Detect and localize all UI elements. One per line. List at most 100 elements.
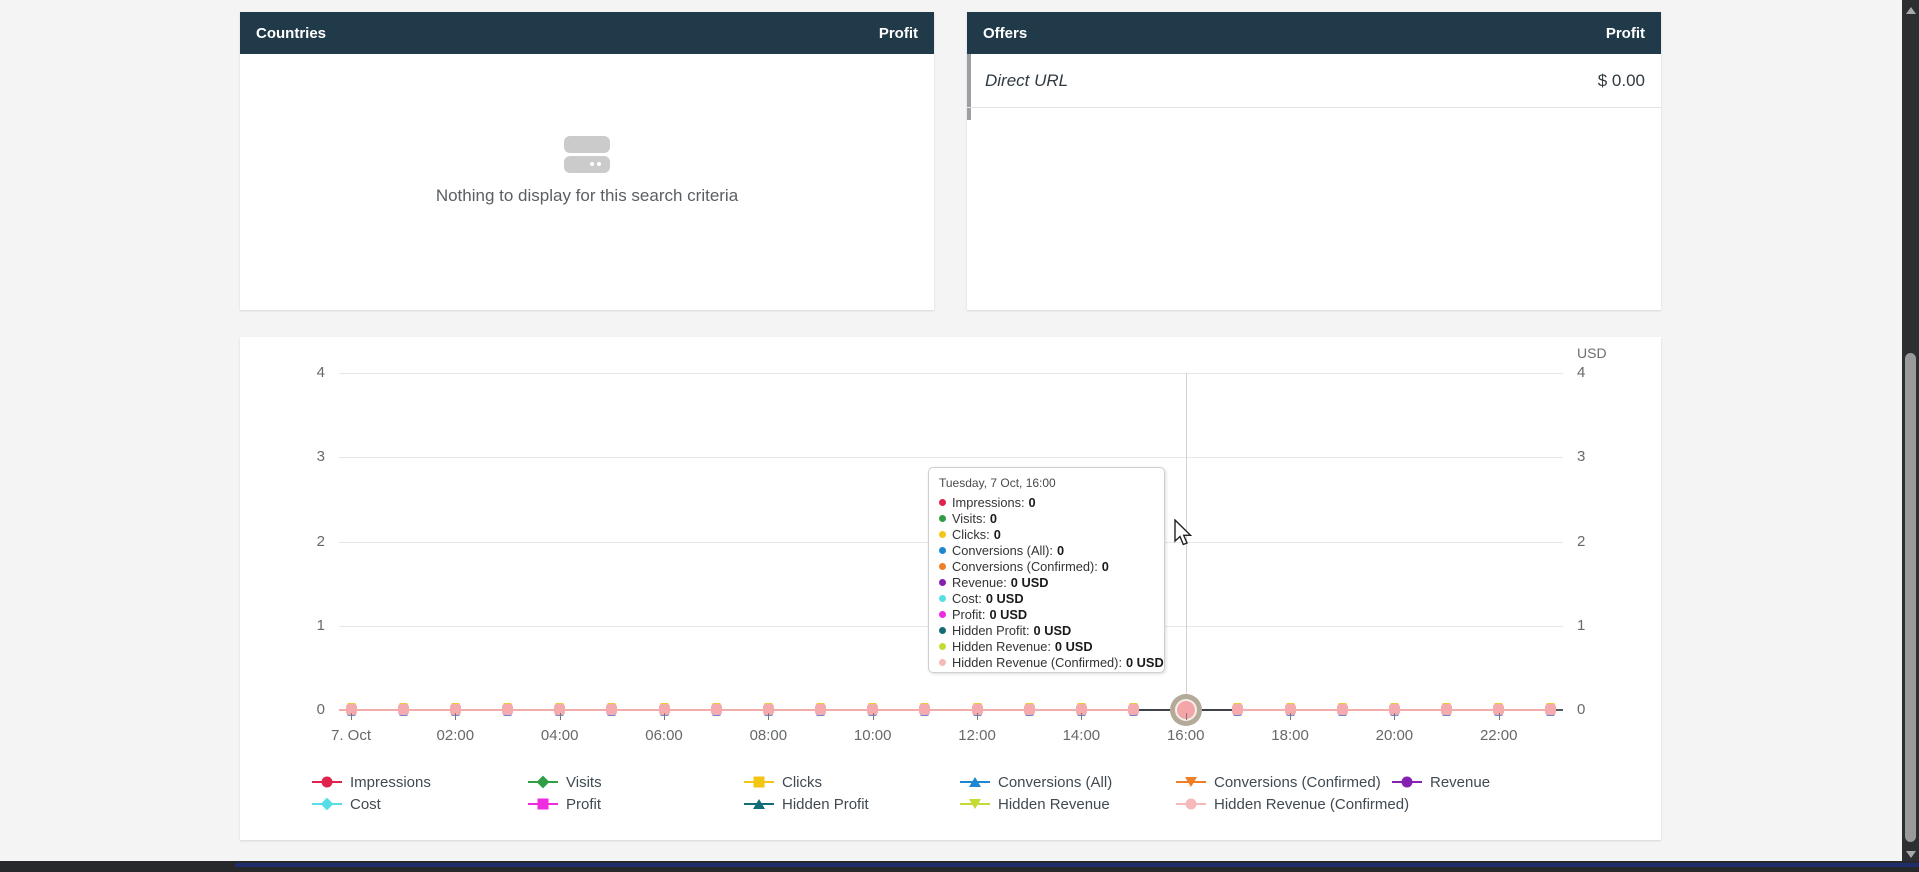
legend-item-visits[interactable]: Visits <box>528 773 602 791</box>
data-point-marker[interactable] <box>1284 704 1296 715</box>
data-point-marker[interactable] <box>762 704 774 715</box>
x-axis-tick <box>1394 713 1396 720</box>
data-point-marker[interactable] <box>449 704 461 715</box>
offer-row[interactable]: Direct URL $ 0.00 <box>967 54 1661 108</box>
data-point-marker[interactable] <box>1545 704 1557 715</box>
legend-label: Profit <box>566 795 602 813</box>
legend-label: Visits <box>566 773 602 791</box>
data-point-marker[interactable] <box>1441 704 1453 715</box>
x-axis-tick <box>1498 713 1500 720</box>
data-point-marker[interactable] <box>1232 704 1244 715</box>
data-point-marker[interactable] <box>710 704 722 715</box>
offers-panel-title: Offers <box>983 24 1028 42</box>
series-color-dot <box>939 595 946 603</box>
legend-label: Hidden Profit <box>782 795 869 813</box>
tooltip-item-label: Clicks: <box>952 526 990 542</box>
data-point-marker[interactable] <box>971 704 983 715</box>
tooltip-title: Tuesday, 7 Oct, 16:00 <box>939 476 1056 490</box>
mouse-cursor <box>1174 519 1193 546</box>
legend-item-revenue[interactable]: Revenue <box>1392 773 1490 791</box>
data-point-marker[interactable] <box>867 704 879 715</box>
legend-item-clicks[interactable]: Clicks <box>744 773 822 791</box>
x-axis-tick <box>1081 713 1083 720</box>
tooltip-item-label: Profit: <box>952 607 986 623</box>
offers-panel: Offers Profit Direct URL $ 0.00 <box>967 12 1661 310</box>
data-point-marker[interactable] <box>1493 704 1505 715</box>
legend-item-hidden-profit[interactable]: Hidden Profit <box>744 795 869 813</box>
x-axis-tick <box>872 713 874 720</box>
legend-symbol <box>528 775 558 789</box>
scrollbar-thumb[interactable] <box>1905 353 1916 842</box>
diamond-marker-icon <box>536 775 550 789</box>
tooltip-item-hidden-profit: Hidden Profit: 0 USD <box>939 623 1154 639</box>
offers-profit-column-header: Profit <box>1605 24 1645 42</box>
circle-marker-icon <box>321 776 333 788</box>
data-point-marker[interactable] <box>606 704 618 715</box>
tooltip-item-impressions: Impressions: 0 <box>939 494 1154 510</box>
series-color-dot <box>939 546 946 554</box>
data-point-marker[interactable] <box>919 704 931 715</box>
vertical-scrollbar[interactable] <box>1902 0 1919 872</box>
data-point-marker[interactable] <box>1075 704 1087 715</box>
y-axis-label-left: 0 <box>316 701 325 718</box>
data-point-marker[interactable] <box>1388 704 1400 715</box>
offer-name[interactable]: Direct URL <box>985 70 1069 90</box>
data-point-marker[interactable] <box>815 704 827 715</box>
x-axis-label: 08:00 <box>749 727 788 744</box>
tooltip-item-value: 0 USD <box>1010 575 1049 591</box>
legend-symbol <box>744 775 774 789</box>
x-axis-tick <box>455 713 457 720</box>
triangle-up-marker-icon <box>969 777 981 787</box>
legend-item-impressions[interactable]: Impressions <box>312 773 431 791</box>
empty-data-icon <box>564 136 610 173</box>
tooltip-item-value: 0 USD <box>1033 623 1072 639</box>
tooltip-item-profit: Profit: 0 USD <box>939 607 1154 623</box>
x-axis-label: 12:00 <box>958 727 996 744</box>
x-axis-tick <box>351 713 352 720</box>
tooltip-item-label: Visits: <box>952 510 986 526</box>
legend-item-conversions-confirmed[interactable]: Conversions (Confirmed) <box>1176 773 1381 791</box>
data-point-marker[interactable] <box>1336 704 1348 715</box>
scroll-up-arrow-icon[interactable] <box>1906 7 1916 14</box>
tooltip-items: Impressions: 0 Visits: 0 Clicks: 0 Conversions… <box>939 494 1164 671</box>
x-axis-label: 10:00 <box>853 727 892 744</box>
legend-item-cost[interactable]: Cost <box>312 795 381 813</box>
legend-symbol <box>960 797 990 811</box>
legend-item-conversions-all[interactable]: Conversions (All) <box>960 773 1112 791</box>
data-point-marker[interactable] <box>658 704 670 715</box>
x-axis-label: 14:00 <box>1062 727 1101 744</box>
hovered-point-halo <box>1169 694 1202 726</box>
series-color-dot <box>939 530 946 538</box>
data-point-marker[interactable] <box>397 704 409 715</box>
data-point-marker[interactable] <box>502 704 513 715</box>
x-axis-label: 02:00 <box>436 727 475 744</box>
legend-symbol <box>960 775 990 789</box>
offers-row-accent-bar <box>967 54 971 120</box>
data-point-marker[interactable] <box>345 704 357 715</box>
chart-tooltip: Tuesday, 7 Oct, 16:00 Impressions: 0 Visit… <box>928 467 1165 673</box>
tooltip-item-label: Hidden Revenue (Confirmed): <box>952 655 1122 671</box>
tooltip-item-label: Revenue: <box>952 575 1007 591</box>
empty-state-message: Nothing to display for this search crite… <box>435 186 739 205</box>
series-color-dot <box>939 498 946 506</box>
y-axis-label-left: 4 <box>316 364 325 381</box>
legend-item-profit[interactable]: Profit <box>528 795 601 813</box>
tooltip-item-value: 0 <box>1101 558 1109 574</box>
legend-item-hidden-revenue[interactable]: Hidden Revenue <box>960 795 1110 813</box>
data-point-marker[interactable] <box>1023 704 1035 715</box>
gridline <box>339 457 1563 458</box>
countries-profit-column-header: Profit <box>878 24 918 42</box>
tooltip-item-value: 0 USD <box>1126 655 1164 671</box>
data-point-marker[interactable] <box>1128 704 1140 715</box>
legend-item-hidden-revenue-confirmed[interactable]: Hidden Revenue (Confirmed) <box>1176 795 1409 813</box>
countries-panel-title: Countries <box>256 24 327 42</box>
data-point-marker[interactable] <box>554 704 566 715</box>
countries-panel-header: Countries Profit <box>240 12 934 54</box>
series-color-dot <box>939 611 946 619</box>
x-axis-tick <box>559 713 561 720</box>
tooltip-item-hidden-revenue-confirmed: Hidden Revenue (Confirmed): 0 USD <box>939 655 1164 671</box>
scroll-down-arrow-icon[interactable] <box>1906 851 1916 858</box>
offers-panel-header: Offers Profit <box>967 12 1661 54</box>
